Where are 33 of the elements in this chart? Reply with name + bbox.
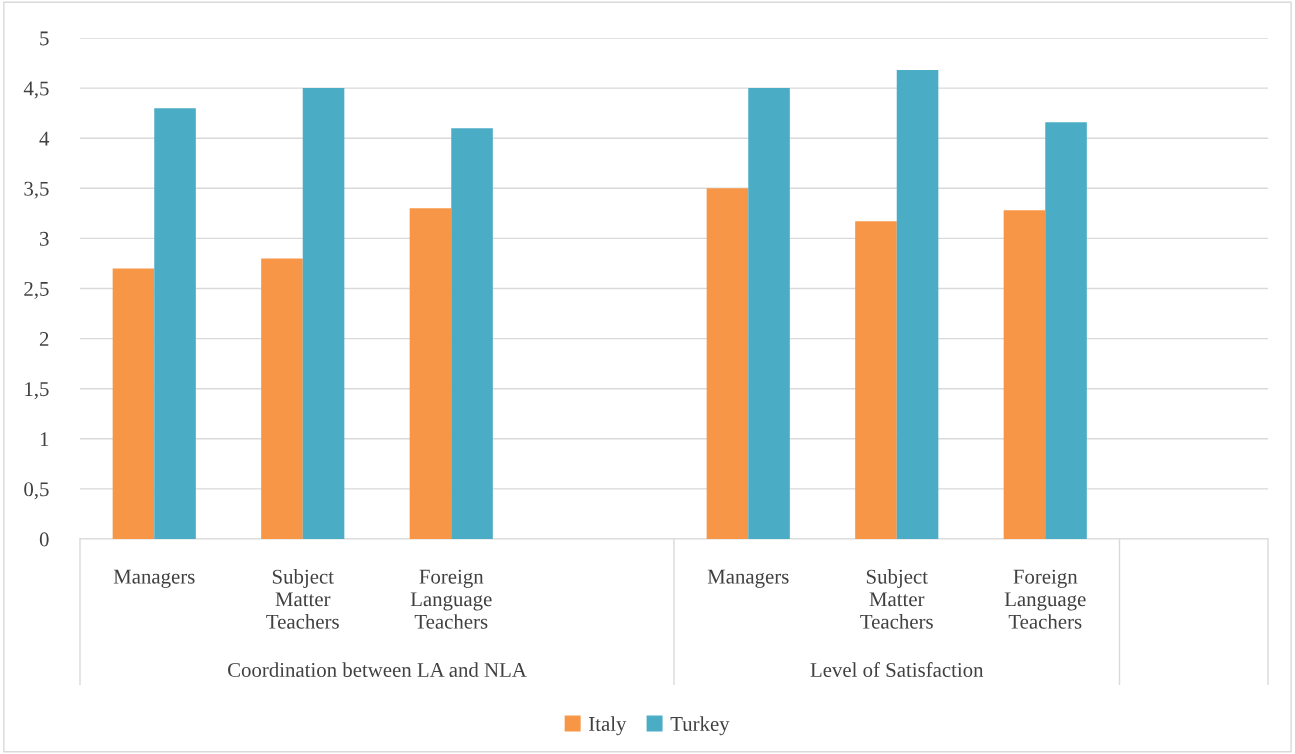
- y-tick-label: 1,5: [25, 382, 49, 400]
- x-tick-label: Foreign Language Teachers: [1004, 569, 1086, 629]
- bar: [1003, 210, 1046, 539]
- text: Level of Satisfaction: [810, 662, 984, 677]
- bar: [409, 208, 452, 539]
- bar: [261, 258, 303, 539]
- y-tick-label: 3,5: [24, 181, 49, 199]
- bar: [154, 108, 196, 539]
- bar: [112, 268, 155, 539]
- bar: [855, 221, 897, 539]
- legend-label: Italy: [589, 716, 627, 736]
- y-tick-label: 4,5: [23, 81, 49, 99]
- x-tick-label: Managers: [707, 569, 789, 588]
- y-tick-label: 0: [39, 532, 49, 547]
- bar: [748, 88, 790, 539]
- y-tick-label: 2,5: [24, 281, 49, 299]
- x-tick-label: Subject Matter Teachers: [266, 569, 339, 629]
- y-tick-label: 0,5: [24, 482, 49, 500]
- y-tick-label: 4: [39, 131, 50, 146]
- x-tick-label: Managers: [113, 569, 195, 588]
- text: Coordination between LA and NLA: [228, 662, 527, 677]
- bar: [451, 128, 493, 539]
- x-tick-label: Subject Matter Teachers: [860, 569, 933, 629]
- y-tick-label: 2: [39, 332, 49, 346]
- y-tick-label: 5: [40, 31, 49, 46]
- y-tick-label: 3: [40, 231, 49, 246]
- bar: [706, 188, 749, 539]
- bar: [302, 88, 345, 539]
- x-tick-label: Foreign Language Teachers: [410, 569, 492, 629]
- bar: [1045, 122, 1087, 539]
- y-tick-label: 1: [40, 432, 49, 447]
- legend-label: Turkey: [670, 716, 730, 736]
- bar: [896, 70, 939, 539]
